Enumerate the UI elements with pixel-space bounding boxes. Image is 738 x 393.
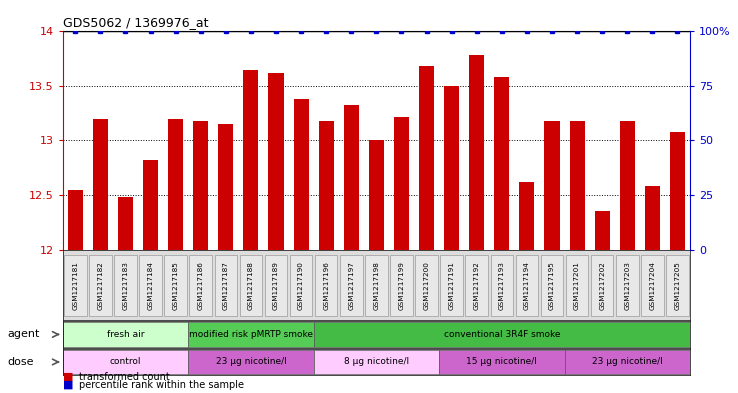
- Text: ■: ■: [63, 380, 73, 390]
- FancyBboxPatch shape: [188, 322, 314, 347]
- Bar: [143, 160, 158, 250]
- Text: GSM1217198: GSM1217198: [373, 261, 379, 310]
- FancyBboxPatch shape: [415, 255, 438, 316]
- FancyBboxPatch shape: [240, 255, 262, 316]
- Text: GSM1217195: GSM1217195: [549, 261, 555, 310]
- Bar: [494, 77, 509, 250]
- Bar: [244, 70, 258, 250]
- Text: GSM1217205: GSM1217205: [675, 261, 680, 310]
- Text: GDS5062 / 1369976_at: GDS5062 / 1369976_at: [63, 16, 208, 29]
- Text: 23 μg nicotine/l: 23 μg nicotine/l: [592, 358, 663, 366]
- Bar: [595, 211, 610, 250]
- Text: GSM1217191: GSM1217191: [449, 261, 455, 310]
- Text: modified risk pMRTP smoke: modified risk pMRTP smoke: [189, 330, 313, 339]
- FancyBboxPatch shape: [114, 255, 137, 316]
- FancyBboxPatch shape: [441, 255, 463, 316]
- Bar: [369, 141, 384, 250]
- FancyBboxPatch shape: [139, 255, 162, 316]
- Bar: [218, 124, 233, 250]
- FancyBboxPatch shape: [591, 255, 613, 316]
- Text: GSM1217182: GSM1217182: [97, 261, 103, 310]
- FancyBboxPatch shape: [565, 350, 690, 374]
- Bar: [620, 121, 635, 250]
- FancyBboxPatch shape: [516, 255, 538, 316]
- Text: GSM1217203: GSM1217203: [624, 261, 630, 310]
- Bar: [545, 121, 559, 250]
- Text: GSM1217186: GSM1217186: [198, 261, 204, 310]
- Text: GSM1217204: GSM1217204: [649, 261, 655, 310]
- Bar: [118, 197, 133, 250]
- Text: GSM1217181: GSM1217181: [72, 261, 78, 310]
- Text: GSM1217200: GSM1217200: [424, 261, 430, 310]
- Text: GSM1217194: GSM1217194: [524, 261, 530, 310]
- Text: GSM1217197: GSM1217197: [348, 261, 354, 310]
- Text: GSM1217185: GSM1217185: [173, 261, 179, 310]
- Bar: [168, 119, 183, 250]
- Bar: [444, 86, 459, 250]
- Bar: [344, 105, 359, 250]
- FancyBboxPatch shape: [290, 255, 312, 316]
- Text: GSM1217183: GSM1217183: [123, 261, 128, 310]
- FancyBboxPatch shape: [390, 255, 413, 316]
- Bar: [520, 182, 534, 250]
- Text: GSM1217193: GSM1217193: [499, 261, 505, 310]
- Text: 8 μg nicotine/l: 8 μg nicotine/l: [344, 358, 409, 366]
- Bar: [93, 119, 108, 250]
- FancyBboxPatch shape: [566, 255, 588, 316]
- Text: GSM1217187: GSM1217187: [223, 261, 229, 310]
- FancyBboxPatch shape: [541, 255, 563, 316]
- FancyBboxPatch shape: [439, 350, 565, 374]
- Text: GSM1217201: GSM1217201: [574, 261, 580, 310]
- Text: GSM1217202: GSM1217202: [599, 261, 605, 310]
- Text: GSM1217184: GSM1217184: [148, 261, 154, 310]
- FancyBboxPatch shape: [89, 255, 111, 316]
- Bar: [269, 73, 283, 250]
- Bar: [645, 186, 660, 250]
- Bar: [193, 121, 208, 250]
- Text: transformed count: transformed count: [79, 372, 170, 382]
- FancyBboxPatch shape: [365, 255, 387, 316]
- FancyBboxPatch shape: [466, 255, 488, 316]
- Bar: [419, 66, 434, 250]
- Text: GSM1217190: GSM1217190: [298, 261, 304, 310]
- Bar: [294, 99, 308, 250]
- FancyBboxPatch shape: [63, 322, 188, 347]
- FancyBboxPatch shape: [215, 255, 237, 316]
- FancyBboxPatch shape: [188, 350, 314, 374]
- FancyBboxPatch shape: [165, 255, 187, 316]
- FancyBboxPatch shape: [315, 255, 337, 316]
- Text: 15 μg nicotine/l: 15 μg nicotine/l: [466, 358, 537, 366]
- FancyBboxPatch shape: [314, 350, 439, 374]
- Text: agent: agent: [7, 329, 40, 340]
- Text: GSM1217189: GSM1217189: [273, 261, 279, 310]
- FancyBboxPatch shape: [340, 255, 362, 316]
- FancyBboxPatch shape: [314, 322, 690, 347]
- Text: GSM1217192: GSM1217192: [474, 261, 480, 310]
- FancyBboxPatch shape: [641, 255, 663, 316]
- Text: ■: ■: [63, 372, 73, 382]
- Text: conventional 3R4F smoke: conventional 3R4F smoke: [444, 330, 560, 339]
- Bar: [469, 55, 484, 250]
- Text: GSM1217188: GSM1217188: [248, 261, 254, 310]
- Text: 23 μg nicotine/l: 23 μg nicotine/l: [215, 358, 286, 366]
- Text: fresh air: fresh air: [107, 330, 144, 339]
- Text: control: control: [110, 358, 141, 366]
- Bar: [68, 189, 83, 250]
- FancyBboxPatch shape: [63, 350, 188, 374]
- FancyBboxPatch shape: [190, 255, 212, 316]
- Text: percentile rank within the sample: percentile rank within the sample: [79, 380, 244, 390]
- FancyBboxPatch shape: [491, 255, 513, 316]
- Text: dose: dose: [7, 357, 34, 367]
- FancyBboxPatch shape: [64, 255, 86, 316]
- Bar: [570, 121, 584, 250]
- Text: GSM1217196: GSM1217196: [323, 261, 329, 310]
- FancyBboxPatch shape: [265, 255, 287, 316]
- FancyBboxPatch shape: [666, 255, 689, 316]
- Bar: [319, 121, 334, 250]
- Bar: [394, 116, 409, 250]
- Text: GSM1217199: GSM1217199: [399, 261, 404, 310]
- Bar: [670, 132, 685, 250]
- FancyBboxPatch shape: [616, 255, 638, 316]
